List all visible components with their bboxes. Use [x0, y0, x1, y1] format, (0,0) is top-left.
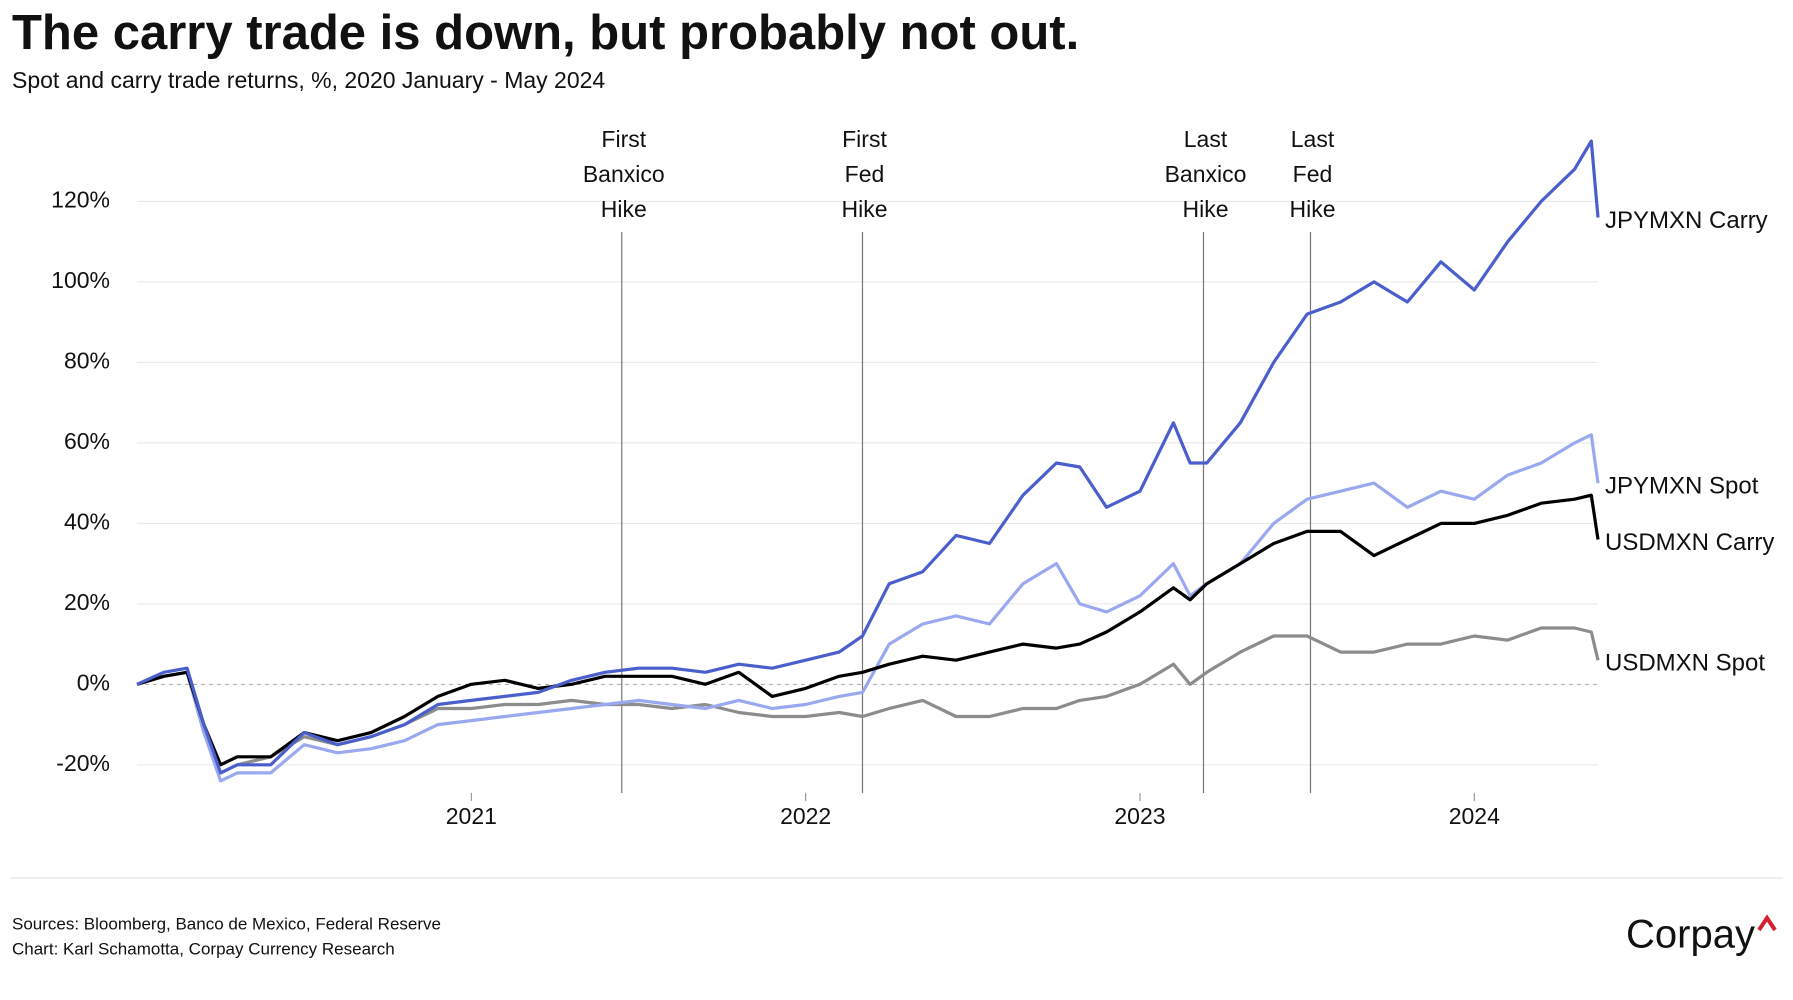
series-label: JPYMXN Spot: [1605, 472, 1759, 499]
y-tick-label: 40%: [64, 508, 110, 534]
chart-title: The carry trade is down, but probably no…: [12, 6, 1079, 60]
y-tick-label: 60%: [64, 428, 110, 454]
logo-caret: [1757, 914, 1777, 932]
event-label: Fed: [845, 161, 885, 187]
event-label: Hike: [1182, 196, 1228, 222]
y-tick-label: -20%: [56, 750, 110, 776]
x-tick-label: 2021: [446, 803, 497, 829]
event-label: First: [601, 126, 646, 152]
event-label: First: [842, 126, 887, 152]
event-label: Hike: [841, 196, 887, 222]
chart-subtitle: Spot and carry trade returns, %, 2020 Ja…: [12, 67, 605, 93]
series-line: [136, 139, 1600, 775]
series-label: JPYMXN Carry: [1605, 207, 1768, 234]
y-tick-label: 0%: [77, 669, 110, 695]
y-tick-label: 120%: [51, 186, 110, 212]
x-tick-label: 2024: [1449, 803, 1500, 829]
x-tick-label: 2023: [1114, 803, 1165, 829]
y-tick-label: 80%: [64, 347, 110, 373]
event-label: Hike: [1289, 196, 1335, 222]
event-label: Last: [1291, 126, 1335, 152]
series-line: [136, 493, 1600, 767]
series-label: USDMXN Spot: [1605, 650, 1765, 677]
sources: Sources: Bloomberg, Banco de Mexico, Fed…: [12, 914, 441, 933]
event-label: Banxico: [583, 161, 665, 187]
event-label: Last: [1184, 126, 1228, 152]
credit: Chart: Karl Schamotta, Corpay Currency R…: [12, 939, 395, 958]
series-label: USDMXN Carry: [1605, 529, 1774, 556]
y-tick-label: 20%: [64, 589, 110, 615]
logo: Corpay: [1626, 913, 1755, 957]
y-tick-label: 100%: [51, 267, 110, 293]
event-label: Fed: [1293, 161, 1333, 187]
event-label: Banxico: [1165, 161, 1247, 187]
x-tick-label: 2022: [780, 803, 831, 829]
event-label: Hike: [601, 196, 647, 222]
